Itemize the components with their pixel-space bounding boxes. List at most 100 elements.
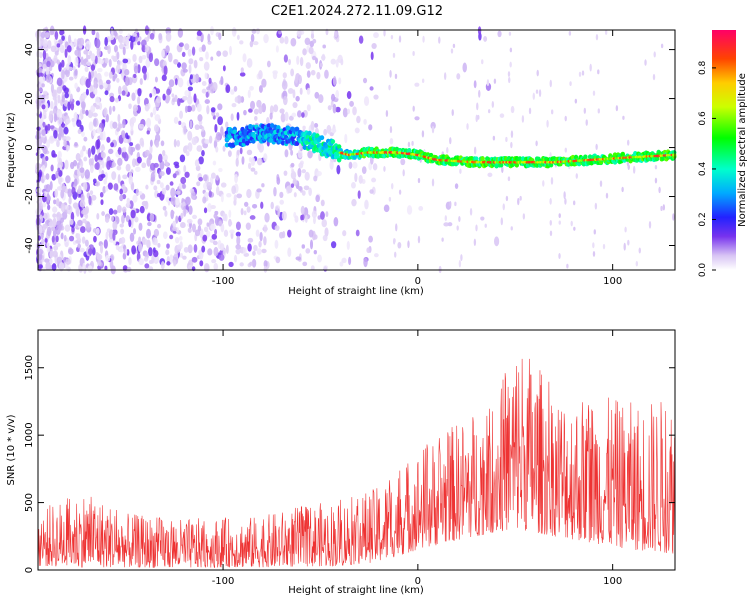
spectrogram-cell — [148, 247, 153, 257]
spectrogram-cell — [324, 227, 329, 237]
spectrogram-cell — [153, 124, 159, 133]
spectrogram-x-axis-label: Height of straight line (km) — [288, 286, 424, 297]
spectrogram-cell — [230, 143, 236, 148]
spectrogram-cell — [129, 142, 134, 147]
spectrogram-cell — [172, 97, 176, 103]
spectrogram-cell — [310, 69, 316, 76]
spectrogram-cell — [173, 58, 179, 65]
spectrogram-cell — [509, 61, 512, 68]
spectrogram-cell — [549, 219, 552, 226]
spectrogram-cell — [86, 221, 91, 231]
spectrogram-cell — [112, 105, 116, 112]
spectrogram-cell — [84, 66, 89, 73]
spectrogram-cell — [180, 176, 187, 185]
spectrogram-cell — [178, 236, 183, 241]
spectrogram-cell — [261, 78, 267, 88]
spectrogram-cell — [363, 96, 370, 107]
spectrogram-cell — [505, 136, 508, 143]
spectrogram-cell — [154, 58, 160, 67]
spectrogram-cell — [329, 160, 334, 170]
spectrogram-cell — [291, 112, 297, 117]
spectrogram-cell — [241, 156, 245, 165]
spectrogram-cell — [173, 259, 177, 267]
spectrogram-cell — [292, 177, 297, 186]
spectrogram-cell — [90, 157, 94, 166]
spectrogram-cell — [181, 62, 187, 70]
spectrogram-cell — [169, 254, 174, 265]
spectrogram-cell — [41, 238, 45, 247]
spectrogram-cell — [94, 55, 98, 65]
spectrogram-cell — [270, 201, 274, 210]
spectrogram-cell — [394, 251, 397, 258]
spectrogram-cell — [61, 59, 65, 68]
spectrogram-cell — [469, 156, 474, 161]
spectrogram-cell — [282, 95, 288, 106]
spectrogram-cell — [418, 206, 424, 211]
spectrogram-cell — [66, 45, 72, 53]
spectrogram-cell — [124, 76, 130, 87]
spectrogram-cell — [301, 244, 306, 249]
spectrogram-cell — [346, 91, 352, 99]
spectrogram-cell — [389, 137, 394, 145]
spectrogram-cell — [99, 243, 104, 254]
spectrogram-cell — [172, 220, 177, 228]
spectrogram-cell — [47, 123, 51, 131]
spectrogram-cell — [153, 162, 159, 168]
spectrogram-cell — [144, 200, 149, 210]
spectrogram-cell — [122, 252, 127, 260]
spectrogram-cell — [624, 226, 627, 233]
spectrogram-cell — [538, 89, 542, 97]
spectrogram-cell — [201, 138, 205, 145]
spectrogram-cell — [210, 56, 214, 61]
spectrogram-cell — [154, 238, 158, 246]
spectrogram-cell — [96, 253, 103, 261]
spectrogram-cell — [302, 48, 307, 56]
spectrogram-cell — [593, 229, 596, 235]
spectrogram-cell — [90, 69, 94, 79]
spectrogram-cell — [549, 79, 552, 88]
spectrogram-cell — [137, 41, 141, 46]
spectrogram-cell — [332, 75, 337, 86]
spectrogram-cell — [354, 172, 358, 183]
spectrogram-cell — [366, 247, 371, 254]
spectrogram-cell — [144, 103, 150, 112]
spectrogram-cell — [627, 139, 630, 146]
spectrogram-cell — [51, 235, 55, 243]
spectrogram-cell — [275, 256, 281, 264]
spectrogram-cell — [74, 82, 78, 89]
spectrogram-cell — [484, 223, 487, 228]
spectrogram-cell — [94, 96, 100, 106]
spectrogram-cell — [65, 175, 71, 184]
spectrogram-cell — [74, 142, 78, 147]
spectrogram-cell — [269, 112, 273, 120]
spectrogram-cell — [105, 113, 109, 123]
spectrogram-cell — [329, 132, 334, 137]
spectrogram-cell — [210, 223, 216, 231]
spectrogram-cell — [621, 186, 624, 193]
spectrogram-cell — [156, 95, 162, 104]
spectrogram-cell — [45, 183, 51, 193]
spectrogram-cell — [622, 115, 625, 120]
spectrogram-cell — [280, 112, 286, 123]
spectrogram-cell — [211, 233, 218, 240]
spectrogram-cell — [182, 183, 186, 189]
spectrogram-cell — [275, 45, 279, 53]
spectrogram-cell — [263, 265, 268, 273]
spectrogram-cell — [114, 30, 118, 37]
spectrogram-cell — [218, 167, 223, 173]
spectrogram-cell — [103, 239, 108, 249]
spectrogram-cell — [96, 213, 100, 220]
spectrogram-cell — [141, 65, 147, 75]
spectrogram-cell — [350, 182, 356, 189]
spectrogram-cell — [332, 103, 337, 114]
spectrogram-cell — [82, 262, 86, 272]
spectrogram-cell — [66, 63, 70, 71]
spectrogram-cell — [151, 88, 157, 97]
spectrogram-cell — [222, 65, 226, 72]
spectrogram-cell — [110, 215, 114, 222]
spectrogram-cell — [505, 195, 509, 202]
spectrogram-cell — [499, 162, 504, 168]
spectrogram-cell — [459, 168, 462, 174]
spectrogram-cell — [308, 187, 312, 197]
spectrogram-cell — [46, 226, 52, 237]
